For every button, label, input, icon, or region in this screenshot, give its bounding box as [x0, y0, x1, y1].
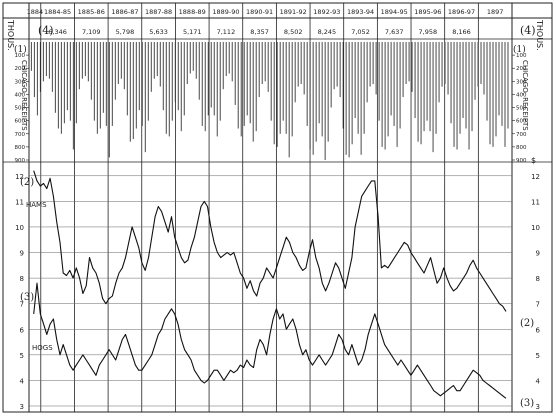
year-label: 1891-92	[280, 8, 307, 16]
hogs-label: HOGS	[32, 344, 53, 352]
year-label: 1894-95	[381, 8, 408, 16]
annual-total-label: 8,502	[284, 28, 303, 36]
hams-marker-left: (2)	[20, 177, 34, 188]
hams-label: HAMS	[26, 201, 47, 209]
receipts-tick-label-left: 700	[15, 132, 26, 138]
annual-total-label: 7,958	[419, 28, 438, 36]
chart-frame	[2, 2, 553, 413]
year-label: 1896-97	[448, 8, 475, 16]
price-tick-label-left: 8	[20, 275, 24, 283]
price-tick-label-left: 11	[15, 198, 24, 206]
price-tick-label-left: 7	[20, 301, 24, 309]
price-unit-label: $	[531, 156, 536, 165]
receipts-tick-label-right: 900	[516, 158, 527, 164]
chart-dynamic-layer: 1884 1884-85 1885-86 1886-87 1887-88 1888-89 1…	[2, 2, 553, 413]
year-label: 1884	[27, 8, 44, 16]
top-label-right: THOUS.	[535, 19, 544, 51]
annual-total-label: 8,166	[452, 28, 471, 36]
price-tick-label-right: 11	[531, 198, 540, 206]
price-tick-label-right: 9	[536, 250, 540, 258]
year-label: 1887-88	[145, 8, 172, 16]
hogs-marker-left: (3)	[20, 292, 34, 303]
hogs-series-line	[33, 282, 507, 399]
price-tick-label-right: 5	[536, 352, 540, 360]
receipts-tick-label-left: 900	[15, 158, 26, 164]
price-tick-label-right: 12	[531, 173, 540, 181]
hogs-marker-right: (3)	[520, 398, 534, 409]
price-tick-label-left: 10	[15, 224, 24, 232]
receipts-tick-label-right: 400	[516, 92, 527, 98]
price-tick-label-right: 6	[536, 326, 541, 334]
year-label: 1892-93	[313, 8, 340, 16]
receipts-tick-label-right: 600	[516, 119, 527, 125]
price-tick-label-right: 8	[536, 275, 540, 283]
year-label: 1890-91	[246, 8, 273, 16]
receipts-tick-label-right: 500	[516, 106, 527, 112]
receipts-tick-label-right: 100	[516, 53, 527, 59]
price-tick-label-left: 4	[20, 377, 25, 385]
top-marker-right: (4)	[520, 24, 536, 37]
receipts-tick-label-right: 300	[516, 79, 527, 85]
annual-total-label: 6,346	[48, 28, 67, 36]
year-label: 1885-86	[78, 8, 105, 16]
year-label: 1886-87	[111, 8, 138, 16]
price-tick-label-left: 3	[20, 403, 24, 411]
annual-total-label: 8,357	[250, 28, 269, 36]
year-label: 1895-96	[414, 8, 441, 16]
panel-marker-left: (1)	[14, 44, 27, 55]
receipts-tick-label-left: 400	[15, 92, 26, 98]
receipts-tick-label-left: 800	[15, 145, 26, 151]
price-tick-label-left: 9	[20, 250, 24, 258]
hams-series-line	[33, 170, 507, 312]
receipts-tick-label-right: 200	[516, 66, 527, 72]
price-tick-label-left: 12	[15, 173, 24, 181]
annual-total-label: 7,112	[217, 28, 236, 36]
price-tick-label-left: 6	[20, 326, 25, 334]
receipts-tick-label-left: 300	[15, 79, 26, 85]
year-label: 1893-94	[347, 8, 374, 16]
annual-total-label: 8,245	[318, 28, 337, 36]
receipts-tick-label-left: 100	[15, 53, 26, 59]
annual-total-label: 7,052	[351, 28, 370, 36]
receipts-tick-label-right: 800	[516, 145, 527, 151]
top-label-left: THOUS.	[6, 19, 15, 51]
price-tick-label-left: 5	[20, 352, 24, 360]
annual-total-label: 5,633	[149, 28, 168, 36]
price-tick-label-right: 10	[531, 224, 540, 232]
annual-total-label: 5,171	[183, 28, 202, 36]
hams-marker-right: (2)	[520, 318, 534, 329]
annual-total-label: 7,109	[82, 28, 101, 36]
price-tick-label-right: 4	[536, 377, 541, 385]
year-label: 1897	[487, 8, 504, 16]
annual-total-label: 5,798	[116, 28, 135, 36]
panel-marker-right: (1)	[513, 44, 526, 55]
price-tick-label-right: 7	[536, 301, 540, 309]
receipts-tick-label-right: 700	[516, 132, 527, 138]
year-label: 1884-85	[44, 8, 71, 16]
annual-total-label: 7,637	[385, 28, 404, 36]
year-label: 1888-89	[179, 8, 206, 16]
top-marker-left: (4)	[38, 24, 54, 37]
receipts-tick-label-left: 500	[15, 106, 26, 112]
price-tick-label-right: 3	[536, 403, 540, 411]
year-label: 1889-90	[212, 8, 239, 16]
receipts-label-left: CHICAGO, RECEIPTS	[20, 60, 28, 131]
receipts-tick-label-left: 200	[15, 66, 26, 72]
receipts-label-right: CHICAGO, RECEIPTS	[521, 60, 529, 131]
receipts-tick-label-left: 600	[15, 119, 26, 125]
